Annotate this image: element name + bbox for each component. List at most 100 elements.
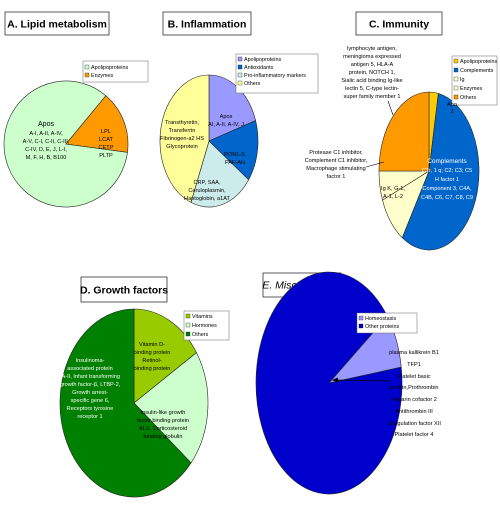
pie-slice-enzymes: [65, 95, 129, 153]
panel-c-legend: [451, 55, 498, 106]
legend-label: Others: [460, 95, 476, 101]
slice-label-line: Component 3, C4A,: [422, 186, 472, 192]
annotation-line: super family member 1: [344, 94, 401, 100]
pie-slice-complements: [401, 93, 480, 251]
slice-label-line: Haptoglobin, a1AT: [184, 196, 231, 202]
slice-label-line: Glycoprotein: [166, 144, 197, 150]
annotation-line: Antithrombin III: [395, 409, 433, 415]
slice-label-line: CRP, SAA,: [194, 180, 221, 186]
panel-c: C. Immunity Apolipoproteins Complements …: [305, 11, 498, 251]
annotation-line: protein,Prothrombin: [389, 385, 438, 391]
slice-label-line: C1r, 1 q; C2; C3; C5: [422, 168, 472, 174]
legend-swatch: [453, 67, 459, 73]
annotation-leader: [365, 161, 385, 168]
panel-c-label-apo: Apo J: [447, 102, 457, 115]
slice-label-line: A-1, L-2: [383, 194, 403, 200]
slice-label-line: Ceruloplasmin,: [188, 188, 226, 194]
slice-label-line: PON1-3,: [224, 152, 246, 158]
pie-slice-antioxidants: [208, 120, 259, 181]
slice-label-line: PAF-AH: [225, 160, 245, 166]
panel-c-pie: [378, 91, 480, 251]
panel-a-pie: [3, 80, 129, 208]
slice-label-line: AI, A-II, A-IV, J: [208, 122, 244, 128]
legend-label: Others: [192, 332, 208, 338]
panel-a-label-enzymes: LPL LCAT CETP PLTP: [99, 129, 114, 159]
annotation-line: antigen 5, HLA-A: [351, 62, 394, 68]
annotation-line: protein, NOTCH 1,: [349, 70, 396, 76]
legend-label: Enzymes: [460, 86, 482, 92]
panel-a-title: A. Lipid metabolism: [7, 19, 107, 31]
slice-label-line: Transferrin: [169, 128, 196, 134]
legend-label: Homeostasis: [365, 316, 396, 322]
slice-label-line: Complements: [427, 158, 466, 165]
panel-d-legend: [183, 310, 230, 341]
legend-label: Apolipoproteins: [91, 65, 128, 71]
slice-label-line: IA-II, Infant transforming: [60, 374, 120, 380]
panel-d-label-hormones: Insulin-like growth factor binding prote…: [137, 410, 189, 440]
slice-label-line: Retinol-: [142, 358, 161, 364]
pie-slice-others: [59, 308, 192, 498]
legend-swatch: [185, 313, 191, 319]
slice-label-line: growth factor-β, LTBP-2,: [60, 382, 121, 388]
annotation-line: Complement C1 inhibitor,: [305, 158, 368, 164]
slice-label-line: receptor 1: [77, 414, 102, 420]
panel-c-label-ig: Ig K, G-1, A-1, L-2: [381, 186, 405, 200]
annotation-line: TFP1: [407, 362, 421, 368]
panel-b-label-proinflammatory: CRP, SAA, Ceruloplasmin, Haptoglobin, a1…: [184, 180, 231, 202]
legend-swatch: [453, 76, 459, 82]
panel-d-pie: [59, 308, 209, 498]
slice-label-line: binding protein: [134, 366, 171, 372]
legend-swatch: [237, 80, 243, 86]
legend-label: Apolipoproteins: [460, 59, 497, 65]
legend-swatch: [237, 56, 243, 62]
panel-e-pie: [255, 271, 403, 495]
panel-a-legend: [82, 60, 149, 83]
annotation-line: Coagulation factor XII: [387, 421, 441, 427]
panel-b-label-others: Transthyretin, Transferrin Fibrinogen-a2…: [160, 120, 204, 150]
slice-label-line: Growth arrest-: [72, 390, 108, 396]
panel-b-pie: [159, 74, 259, 208]
slice-label-line: C-IV, D, E, J, L-I,: [25, 147, 67, 153]
legend-label: Others: [244, 81, 260, 87]
panel-b-legend: [235, 53, 319, 94]
panel-d-title: D. Growth factors: [80, 285, 168, 297]
legend-label: Hormones: [192, 323, 217, 329]
slice-label-line: Apo: [447, 102, 457, 108]
annotation-line: Protease C1 inhibitor,: [309, 150, 363, 156]
panel-e-annotation-homeostasis: plasma kallikrein B1 TFP1 Platelet basic…: [387, 350, 441, 438]
pie-slice-others: [159, 74, 210, 203]
annotation-line: plasma kallikrein B1: [389, 350, 439, 356]
slice-label-line: J: [451, 109, 454, 115]
panel-d-label-vitamins: Vitamin D- binding protein Retinol- bind…: [134, 342, 171, 372]
panel-c-annotation-enzymes: Protease C1 inhibitor, Complement C1 inh…: [305, 150, 368, 180]
pie-slice-hormones: [133, 352, 209, 464]
legend-swatch: [84, 64, 90, 70]
slice-label-line: Insulinoma-: [76, 358, 105, 364]
slice-label-line: C4B, C6, C7, C8, C9: [421, 195, 473, 201]
slice-label-line: LPL: [101, 129, 111, 135]
legend-label: Complements: [460, 68, 494, 74]
panel-b-title-box: [162, 11, 252, 36]
panel-d: D. Growth factors Vitamins Hormones Othe…: [59, 276, 230, 498]
pie-slice-vitamins: [133, 308, 197, 404]
legend-label: Antioxidants: [244, 65, 274, 71]
panel-e: E. Miscellaneous Homeostasis Other prote…: [255, 271, 441, 495]
legend-swatch: [453, 85, 459, 91]
slice-label-line: Vitamin D-: [139, 342, 165, 348]
annotation-arrow: [334, 379, 391, 382]
slice-label-line: binding protein: [134, 350, 171, 356]
annotation-line: Platelet basic: [397, 374, 430, 380]
slice-label-line: associated protein: [67, 366, 112, 372]
slice-label-line: H factor 1: [435, 177, 459, 183]
slice-label-line: A-I, A-II, A-IV,: [29, 131, 63, 137]
slice-label-line: Receptors tyrosine: [67, 406, 114, 412]
panel-a-title-box: [4, 11, 110, 36]
panel-c-title-box: [355, 11, 443, 36]
panel-b: B. Inflammation Apolipoproteins Antioxid…: [159, 11, 319, 208]
slice-label-title: Apos: [38, 121, 54, 128]
legend-label: Ig: [460, 77, 465, 83]
legend-swatch: [237, 64, 243, 70]
annotation-line: Macrophage stimulating: [306, 166, 365, 172]
slice-label-line: Transthyretin,: [165, 120, 199, 126]
